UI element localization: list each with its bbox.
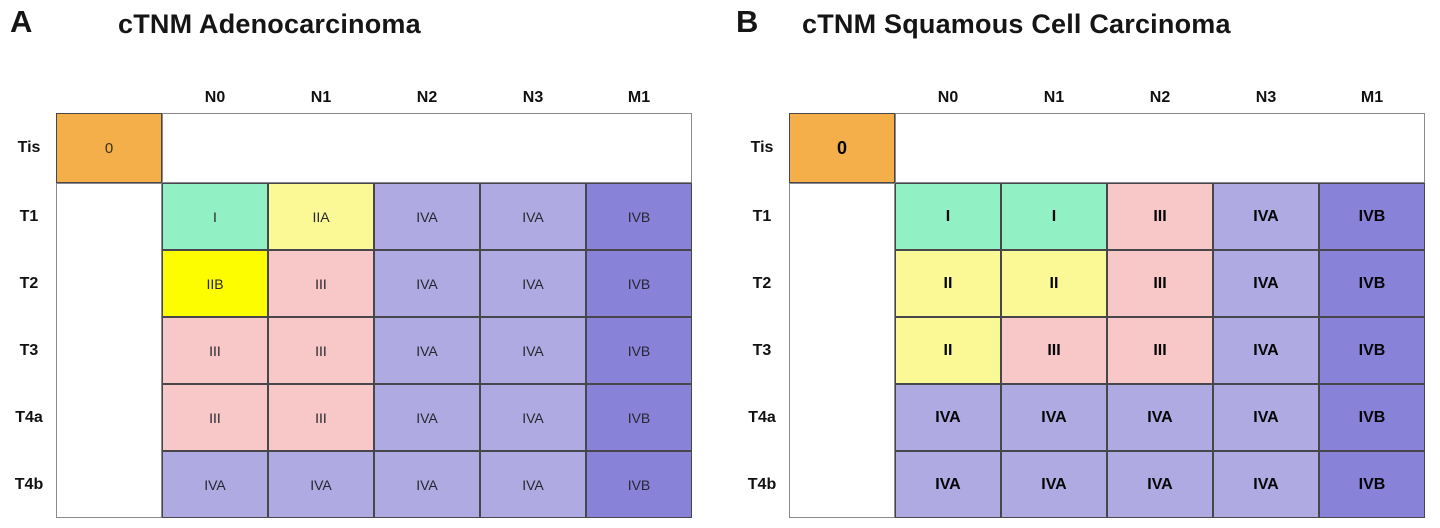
- row-label-t4b: T4b: [14, 475, 44, 493]
- stage-cell-t4b-n0: IVA: [162, 451, 268, 518]
- empty-cell-tis-row: [895, 113, 1425, 183]
- empty-cell-left-column: [56, 183, 162, 518]
- row-label-t4a: T4a: [748, 408, 776, 426]
- stage-cell-t4a-n3: IVA: [1213, 384, 1319, 451]
- empty-cell-left-column: [789, 183, 895, 518]
- column-header-m1: M1: [1360, 89, 1384, 106]
- stage-cell-t3-m1: IVB: [586, 317, 692, 384]
- stage-cell-t4a-n0: III: [162, 384, 268, 451]
- row-label-t1: T1: [19, 207, 39, 225]
- row-label-t2: T2: [19, 274, 39, 292]
- stage-cell-t1-m1: IVB: [586, 183, 692, 250]
- stage-cell-t2-n3: IVA: [1213, 250, 1319, 317]
- column-header-n3: N3: [1255, 89, 1277, 106]
- row-label-t2: T2: [752, 274, 772, 292]
- column-header-n1: N1: [1043, 89, 1065, 106]
- stage-cell-t2-m1: IVB: [586, 250, 692, 317]
- stage-cell-t4a-n2: IVA: [1107, 384, 1213, 451]
- column-header-n3: N3: [522, 89, 544, 106]
- stage-cell-t2-n0: IIB: [162, 250, 268, 317]
- stage-cell-t1-n2: III: [1107, 183, 1213, 250]
- stage-cell-t4b-n3: IVA: [480, 451, 586, 518]
- stage-cell-tis-0: 0: [789, 113, 895, 183]
- stage-cell-t3-n2: III: [1107, 317, 1213, 384]
- column-header-m1: M1: [627, 89, 651, 106]
- stage-cell-t4b-n0: IVA: [895, 451, 1001, 518]
- stage-cell-t2-n2: III: [1107, 250, 1213, 317]
- stage-cell-t3-n1: III: [268, 317, 374, 384]
- stage-cell-t1-n3: IVA: [480, 183, 586, 250]
- stage-cell-t4a-m1: IVB: [1319, 384, 1425, 451]
- stage-cell-t1-n1: I: [1001, 183, 1107, 250]
- column-header-n2: N2: [416, 89, 438, 106]
- stage-cell-t4b-n2: IVA: [1107, 451, 1213, 518]
- stage-cell-t3-n0: II: [895, 317, 1001, 384]
- stage-cell-t1-n1: IIA: [268, 183, 374, 250]
- stage-cell-t3-m1: IVB: [1319, 317, 1425, 384]
- row-label-t1: T1: [752, 207, 772, 225]
- stage-cell-t3-n2: IVA: [374, 317, 480, 384]
- stage-cell-t2-n1: II: [1001, 250, 1107, 317]
- column-header-n0: N0: [204, 89, 226, 106]
- stage-cell-t4b-m1: IVB: [1319, 451, 1425, 518]
- stage-cell-t1-m1: IVB: [1319, 183, 1425, 250]
- stage-cell-t3-n3: IVA: [480, 317, 586, 384]
- stage-cell-t4a-n1: III: [268, 384, 374, 451]
- column-header-n1: N1: [310, 89, 332, 106]
- stage-cell-t3-n1: III: [1001, 317, 1107, 384]
- row-label-tis: Tis: [17, 139, 41, 156]
- stage-cell-t2-n1: III: [268, 250, 374, 317]
- panel-letter-b: B: [736, 4, 759, 39]
- stage-cell-t4b-n3: IVA: [1213, 451, 1319, 518]
- stage-cell-t3-n0: III: [162, 317, 268, 384]
- empty-cell-tis-row: [162, 113, 692, 183]
- stage-cell-tis-0: 0: [56, 113, 162, 183]
- stage-cell-t4a-n0: IVA: [895, 384, 1001, 451]
- stage-cell-t1-n0: I: [162, 183, 268, 250]
- stage-cell-t2-n2: IVA: [374, 250, 480, 317]
- stage-cell-t1-n2: IVA: [374, 183, 480, 250]
- panel-letter-a: A: [10, 4, 33, 39]
- stage-cell-t4a-n3: IVA: [480, 384, 586, 451]
- panel-title-adenocarcinoma: cTNM Adenocarcinoma: [118, 9, 421, 39]
- stage-cell-t4a-n2: IVA: [374, 384, 480, 451]
- stage-cell-t1-n3: IVA: [1213, 183, 1319, 250]
- stage-cell-t1-n0: I: [895, 183, 1001, 250]
- stage-cell-t3-n3: IVA: [1213, 317, 1319, 384]
- panel-title-squamous: cTNM Squamous Cell Carcinoma: [802, 9, 1231, 39]
- staging-matrix-squamous: 0 I I III IVA IVB II II III IVA IVB II III III IVA IVB I…: [789, 113, 1425, 518]
- stage-cell-t4b-m1: IVB: [586, 451, 692, 518]
- column-header-n2: N2: [1149, 89, 1171, 106]
- panel-adenocarcinoma: A cTNM Adenocarcinoma N0 N1 N2 N3 M1 Tis T1 T2…: [10, 4, 692, 518]
- column-header-n0: N0: [937, 89, 959, 106]
- row-label-t4a: T4a: [15, 408, 43, 426]
- stage-cell-t4b-n1: IVA: [1001, 451, 1107, 518]
- stage-cell-t4b-n2: IVA: [374, 451, 480, 518]
- panel-squamous-cell-carcinoma: B cTNM Squamous Cell Carcinoma N0 N1 N2 N3 M…: [720, 0, 1440, 528]
- staging-matrix-adenocarcinoma: 0 I IIA IVA IVA IVB IIB III IVA IVA IVB III III IVA IV…: [56, 113, 692, 518]
- row-label-t4b: T4b: [747, 475, 777, 493]
- row-label-tis: Tis: [750, 139, 774, 156]
- stage-cell-t4a-n1: IVA: [1001, 384, 1107, 451]
- stage-cell-t4b-n1: IVA: [268, 451, 374, 518]
- stage-cell-t2-n3: IVA: [480, 250, 586, 317]
- row-label-t3: T3: [19, 341, 39, 359]
- stage-cell-t2-n0: II: [895, 250, 1001, 317]
- stage-cell-t2-m1: IVB: [1319, 250, 1425, 317]
- row-label-t3: T3: [752, 341, 772, 359]
- stage-cell-t4a-m1: IVB: [586, 384, 692, 451]
